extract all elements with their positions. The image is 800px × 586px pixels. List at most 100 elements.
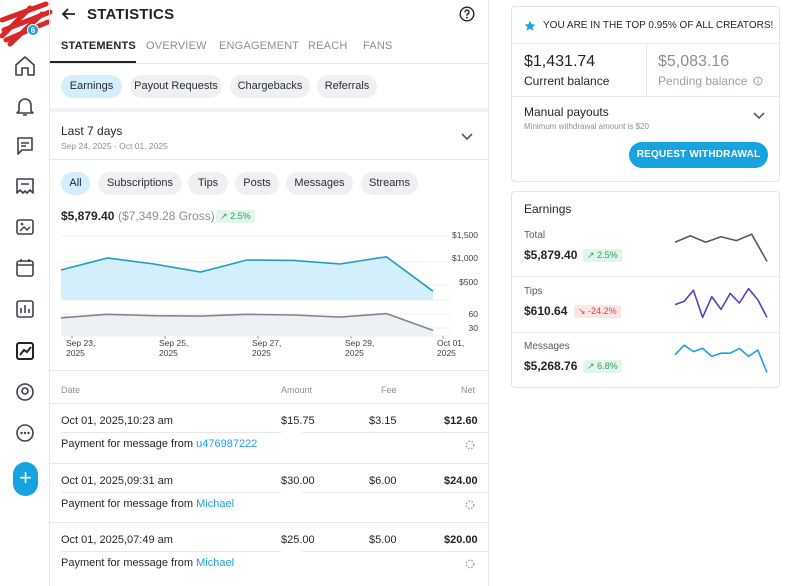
filter-subscriptions[interactable]: Subscriptions	[98, 172, 182, 195]
row-net: $12.60	[444, 415, 478, 427]
filter-tips[interactable]: Tips	[188, 172, 228, 195]
period-divider	[50, 159, 488, 160]
star-icon	[524, 20, 536, 31]
arrow-up-right-icon: ↗	[587, 250, 595, 260]
y-tick-label: 30	[469, 323, 479, 333]
request-withdrawal-button[interactable]: REQUEST WITHDRAWAL	[629, 142, 768, 168]
statistics-icon[interactable]	[13, 339, 37, 363]
table-row[interactable]: Oct 01, 2025,09:31 am $30.00 $6.00 $24.0…	[50, 464, 488, 523]
payout-note: Minimum withdrawal amount is $20	[524, 122, 649, 131]
tab-overview[interactable]: OVERVIEW	[146, 40, 207, 52]
filter-messages[interactable]: Messages	[286, 172, 353, 195]
row-fee: $5.00	[369, 534, 397, 546]
header-divider	[50, 403, 488, 404]
row-date: Oct 01, 2025,09:31 am	[61, 475, 173, 487]
row-net: $20.00	[444, 534, 478, 546]
subtab-chargebacks[interactable]: Chargebacks	[230, 75, 310, 98]
home-icon[interactable]	[13, 54, 37, 78]
balance-divider	[646, 44, 647, 96]
x-tick-label: Sep 27,	[252, 338, 281, 348]
more-icon[interactable]	[13, 421, 37, 445]
section-divider	[50, 108, 488, 112]
tips-sparkline	[674, 287, 768, 319]
y-tick-label: 60	[469, 309, 479, 319]
x-tick-label: Oct 01,	[437, 338, 464, 348]
subtab-payout-requests[interactable]: Payout Requests	[130, 75, 222, 98]
calendar-icon[interactable]	[13, 256, 37, 280]
messages-sparkline	[674, 344, 768, 373]
y-tick-label: $500	[459, 277, 478, 287]
column-header-net: Net	[461, 385, 476, 395]
filter-posts[interactable]: Posts	[235, 172, 279, 195]
profile-icon[interactable]	[13, 380, 37, 404]
period-label: Last 7 days	[61, 124, 123, 138]
table-row[interactable]: Oct 01, 2025,07:49 am $25.00 $5.00 $20.0…	[50, 523, 488, 583]
table-row[interactable]: Oct 01, 2025,10:23 am $15.75 $3.15 $12.6…	[50, 404, 488, 464]
earnings-item-messages[interactable]: Messages $5,268.76 ↗ 6.8%	[512, 333, 779, 388]
subtab-referrals[interactable]: Referrals	[317, 75, 377, 98]
earnings-item-label: Messages	[524, 341, 570, 352]
earnings-panel-title: Earnings	[524, 202, 572, 216]
statistics-main: STATISTICS STATEMENTS OVERVIEW ENGAGEMEN…	[49, 0, 489, 586]
column-header-fee: Fee	[381, 385, 397, 395]
total-sparkline	[674, 233, 768, 262]
net-total: $5,879.40	[61, 209, 115, 223]
payout-method-select[interactable]: Manual payouts Minimum withdrawal amount…	[512, 97, 779, 135]
earnings-area	[61, 256, 433, 300]
tab-engagement[interactable]: ENGAGEMENT	[219, 40, 300, 52]
row-user-link[interactable]: Michael	[196, 557, 235, 569]
row-inner-divider	[302, 432, 488, 433]
row-user-link[interactable]: Michael	[196, 498, 235, 510]
gross-total: ($7,349.28 Gross)	[118, 209, 215, 223]
earnings-item-total[interactable]: Total $5,879.40 ↗ 2.5%	[512, 220, 779, 276]
sparkline-path	[674, 233, 768, 262]
pending-balance-value: $5,083.16	[658, 53, 730, 70]
earnings-divider	[512, 332, 779, 333]
x-tick-label: 2025	[252, 348, 271, 358]
collections-icon[interactable]	[13, 174, 37, 198]
x-tick-label: Sep 23,	[66, 338, 95, 348]
row-date: Oct 01, 2025,07:49 am	[61, 534, 173, 546]
chevron-down-icon	[753, 112, 765, 120]
tab-statements[interactable]: STATEMENTS	[61, 40, 136, 52]
bell-icon[interactable]	[13, 94, 37, 118]
filter-streams[interactable]: Streams	[361, 172, 418, 195]
new-post-button[interactable]: +	[13, 462, 38, 496]
row-date: Oct 01, 2025,10:23 am	[61, 415, 173, 427]
help-icon[interactable]	[459, 6, 475, 22]
summary-change-badge: ↗ 2.5%	[216, 210, 255, 223]
balance-panel: YOU ARE IN THE TOP 0.95% OF ALL CREATORS…	[511, 6, 780, 182]
filter-all[interactable]: All	[61, 172, 90, 195]
current-balance-value: $1,431.74	[524, 53, 596, 70]
row-divider	[50, 522, 488, 523]
messages-icon[interactable]	[13, 134, 37, 158]
row-amount: $15.75	[281, 415, 315, 427]
period-range: Sep 24, 2025 - Oct 01, 2025	[61, 141, 168, 151]
x-tick-label: 2025	[66, 348, 85, 358]
page-title: STATISTICS	[87, 6, 175, 23]
pending-spinner-icon	[465, 559, 475, 569]
row-user-link[interactable]: u476987222	[196, 438, 258, 450]
red-scribble-mark	[0, 1, 53, 47]
payout-title: Manual payouts	[524, 105, 609, 119]
period-selector[interactable]: Last 7 days Sep 24, 2025 - Oct 01, 2025	[50, 112, 488, 158]
column-header-amount: Amount	[281, 385, 313, 395]
row-fee: $6.00	[369, 475, 397, 487]
tab-reach[interactable]: REACH	[308, 40, 348, 52]
panel-divider	[512, 43, 779, 44]
row-description: Payment for message from	[61, 438, 194, 450]
tab-fans[interactable]: FANS	[363, 40, 393, 52]
panel-divider	[512, 96, 779, 97]
info-icon[interactable]	[753, 76, 763, 86]
x-tick-label: 2025	[437, 348, 456, 358]
subtab-earnings[interactable]: Earnings	[61, 75, 122, 98]
row-inner-divider	[61, 492, 281, 493]
pending-spinner-icon	[465, 500, 475, 510]
earnings-item-tips[interactable]: Tips $610.64 ↘ -24.2%	[512, 277, 779, 333]
back-arrow-icon[interactable]	[61, 6, 77, 22]
vault-icon[interactable]	[13, 215, 37, 239]
count-area	[61, 313, 433, 336]
active-tab-indicator	[50, 61, 136, 63]
analytics-icon[interactable]	[13, 297, 37, 321]
